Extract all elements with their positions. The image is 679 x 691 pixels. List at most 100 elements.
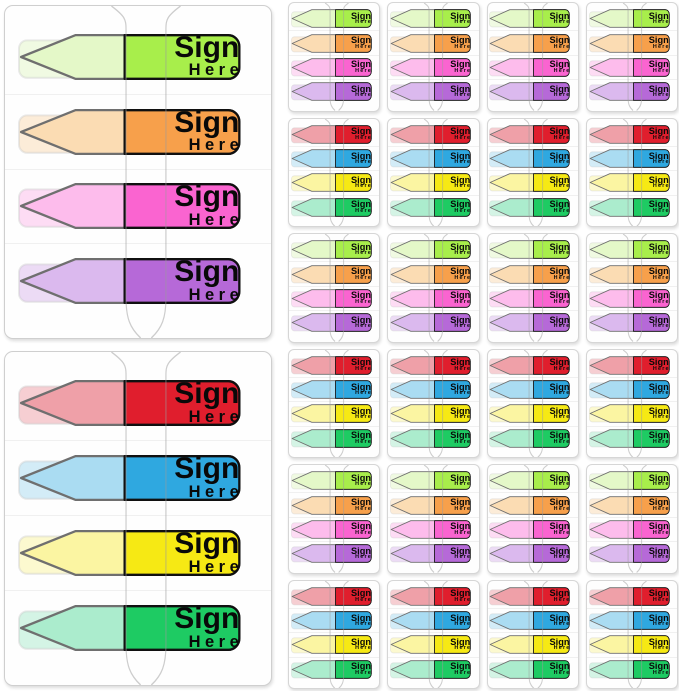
flag-label-line1: Sign xyxy=(174,180,240,214)
flag-label-line2: Here xyxy=(553,481,571,488)
flag-label: Sign Here xyxy=(550,637,570,652)
flag-slot: Sign Here xyxy=(289,516,380,541)
flag-label: Sign Here xyxy=(550,126,570,141)
flag-label-line2: Here xyxy=(652,389,670,396)
arrow-flag: Sign Here xyxy=(489,264,573,285)
flag-label: Sign Here xyxy=(450,11,472,26)
arrow-flag-graphic xyxy=(290,660,372,679)
flag-label: Sign Here xyxy=(550,35,570,50)
flag-label-line2: Here xyxy=(652,298,670,305)
arrow-flag: Sign Here xyxy=(390,264,474,285)
flag-slot: Sign Here xyxy=(5,440,271,515)
flag-label-line2: Here xyxy=(355,19,372,26)
flag-label-line2: Here xyxy=(355,620,372,627)
flag-label-line1: Sign xyxy=(549,381,570,392)
arrow-flag: Sign Here xyxy=(290,659,375,680)
flag-label: Sign Here xyxy=(450,405,472,421)
arrow-flag: Sign Here xyxy=(489,239,573,260)
flag-label-line2: Here xyxy=(553,554,571,561)
flag-label: Sign Here xyxy=(450,266,472,281)
flag-label-line2: Here xyxy=(355,505,372,512)
flag-label-line2: Here xyxy=(454,414,472,421)
arrow-flag: Sign Here xyxy=(290,470,375,491)
flag-label-line2: Here xyxy=(454,274,472,281)
flag-label: Sign Here xyxy=(649,382,670,397)
flag-label-line1: Sign xyxy=(549,661,570,672)
flag-slot: Sign Here xyxy=(586,261,677,285)
flag-label: Sign Here xyxy=(649,35,669,50)
flag-label: Sign Here xyxy=(649,126,669,141)
flag-label-line1: Sign xyxy=(648,521,669,532)
arrow-flag: Sign Here xyxy=(290,81,375,102)
flag-label-line1: Sign xyxy=(549,588,570,599)
flag-slot: Sign Here xyxy=(388,145,479,170)
flag-label-line2: Here xyxy=(652,183,670,190)
flag-label-line2: Here xyxy=(652,365,670,372)
flag-label-line2: Here xyxy=(652,207,670,214)
flag-label: Sign Here xyxy=(174,180,240,229)
arrow-flag: Sign Here xyxy=(390,495,474,516)
flag-label-line2: Here xyxy=(652,158,670,165)
arrow-flag: Sign Here xyxy=(390,197,474,218)
flag-slot: Sign Here xyxy=(289,123,379,146)
flag-label-line2: Here xyxy=(454,134,472,141)
arrow-flag: Sign Here xyxy=(290,264,375,285)
flag-label-line2: Here xyxy=(652,596,670,603)
flag-label-line1: Sign xyxy=(648,241,669,252)
flag-label-line2: Here xyxy=(454,620,472,627)
arrow-flag: Sign Here xyxy=(489,8,573,29)
flag-label-line2: Here xyxy=(454,19,472,26)
flag-label-line1: Sign xyxy=(351,545,371,556)
flag-label-line2: Here xyxy=(553,19,571,26)
flag-label: Sign Here xyxy=(351,35,371,50)
flag-label-line2: Here xyxy=(553,183,571,190)
flag-slot: Sign Here xyxy=(487,656,578,681)
flag-slot: Sign Here xyxy=(388,632,479,656)
flag-dispenser-small: Sign Here Sign Here Sign Here Sign Here xyxy=(486,348,579,458)
arrow-flag: Sign Here xyxy=(290,8,375,29)
flag-label-line2: Here xyxy=(454,323,472,330)
flag-label-line1: Sign xyxy=(450,405,471,416)
flag-label: Sign Here xyxy=(550,613,570,628)
flag-slot: Sign Here xyxy=(586,492,677,516)
flag-slot: Sign Here xyxy=(289,541,380,565)
flag-label-line2: Here xyxy=(355,365,372,372)
flag-slot: Sign Here xyxy=(488,238,578,261)
flag-slot: Sign Here xyxy=(587,7,677,30)
flag-label: Sign Here xyxy=(550,175,571,190)
flag-slot: Sign Here xyxy=(388,79,479,103)
flag-slot: Sign Here xyxy=(289,492,380,516)
flag-label-line2: Here xyxy=(454,529,472,536)
flag-slot: Sign Here xyxy=(487,285,578,310)
flag-label: Sign Here xyxy=(450,357,470,372)
flag-dispenser-small: Sign Here Sign Here Sign Here Sign Here xyxy=(288,2,381,112)
flag-label-line1: Sign xyxy=(174,105,240,139)
arrow-flag: Sign Here xyxy=(390,610,474,631)
flag-slot: Sign Here xyxy=(289,238,379,261)
arrow-flag: Sign Here xyxy=(588,57,673,78)
arrow-flag: Sign Here xyxy=(290,288,375,309)
flag-label-line1: Sign xyxy=(351,174,371,185)
flag-label: Sign Here xyxy=(351,613,372,628)
flag-dispenser-small: Sign Here Sign Here Sign Here Sign Here xyxy=(387,2,480,112)
arrow-flag: Sign Here xyxy=(588,428,673,449)
arrow-flag: Sign Here xyxy=(290,403,375,424)
flag-label-line2: Here xyxy=(355,323,372,330)
flag-label-line1: Sign xyxy=(351,35,371,45)
flag-slot: Sign Here xyxy=(388,123,478,146)
flag-label-line2: Here xyxy=(355,554,372,561)
flag-slot: Sign Here xyxy=(586,79,677,103)
flag-label: Sign Here xyxy=(450,522,470,536)
flag-label: Sign Here xyxy=(649,473,669,488)
flag-label-line2: Here xyxy=(553,529,571,536)
flag-label-line2: Here xyxy=(652,669,670,676)
flag-label-line1: Sign xyxy=(351,497,371,507)
arrow-flag: Sign Here xyxy=(290,172,375,193)
arrow-flag: Sign Here xyxy=(390,81,474,102)
flag-label-line2: Here xyxy=(454,481,472,488)
flag-slot: Sign Here xyxy=(289,145,380,170)
flag-label: Sign Here xyxy=(550,242,570,257)
flag-slot: Sign Here xyxy=(488,354,578,377)
flag-slot: Sign Here xyxy=(289,585,379,608)
flag-label: Sign Here xyxy=(550,522,570,536)
